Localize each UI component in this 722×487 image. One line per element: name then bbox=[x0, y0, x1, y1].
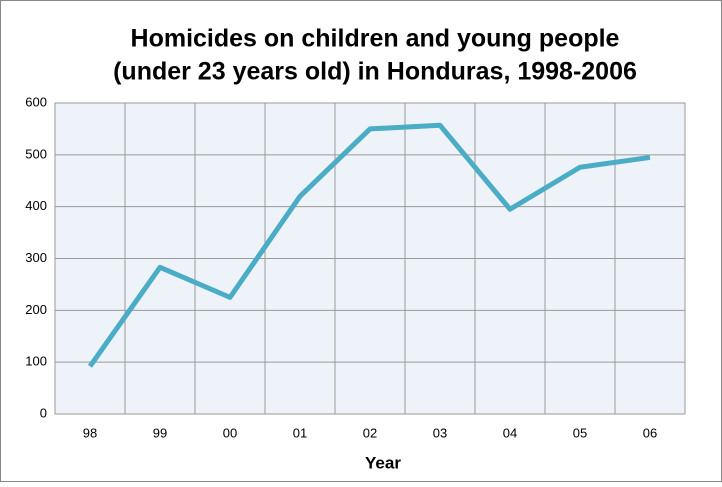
y-tick-label: 200 bbox=[25, 302, 47, 317]
x-axis-label: Year bbox=[365, 453, 401, 472]
y-tick-label: 600 bbox=[25, 94, 47, 109]
y-tick-label: 0 bbox=[40, 405, 47, 420]
x-tick-label: 05 bbox=[573, 425, 587, 440]
x-tick-label: 02 bbox=[363, 425, 377, 440]
chart-title: (under 23 years old) in Honduras, 1998-2… bbox=[113, 58, 637, 86]
x-tick-label: 06 bbox=[643, 425, 657, 440]
y-tick-label: 100 bbox=[25, 354, 47, 369]
x-tick-label: 98 bbox=[83, 425, 97, 440]
x-tick-label: 00 bbox=[223, 425, 237, 440]
x-tick-label: 99 bbox=[153, 425, 167, 440]
x-tick-label: 04 bbox=[503, 425, 517, 440]
x-tick-label: 01 bbox=[293, 425, 307, 440]
x-tick-label: 03 bbox=[433, 425, 447, 440]
y-tick-label: 400 bbox=[25, 198, 47, 213]
data-line bbox=[87, 122, 651, 368]
chart-title: Homicides on children and young people bbox=[131, 25, 620, 53]
y-tick-label: 300 bbox=[25, 250, 47, 265]
y-tick-label: 500 bbox=[25, 146, 47, 161]
